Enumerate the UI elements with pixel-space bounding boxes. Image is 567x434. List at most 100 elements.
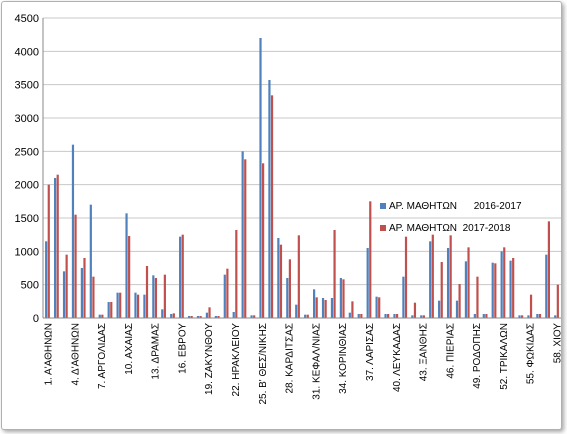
bar-series1-cat45: [438, 300, 441, 318]
bar-series1-cat28: [286, 278, 289, 318]
bar-series2-cat22: [235, 230, 238, 318]
bar-series2-cat42: [413, 302, 417, 318]
bar-series1-cat3: [62, 271, 66, 318]
x-tick-label: 22. ΗΡΑΚΛΕΙΟΥ: [231, 323, 242, 397]
bar-series1-cat30: [304, 314, 307, 318]
bar-series1-cat37: [366, 248, 369, 318]
bar-series2-cat20: [217, 316, 220, 318]
bar-series2-cat21: [226, 268, 229, 318]
bar-series1-cat46: [446, 248, 450, 318]
bar-series2-cat15: [172, 313, 175, 318]
legend-swatch-2017-2018: [380, 225, 386, 231]
x-tick-label: 4. Δ'ΑΘΗΝΩΝ: [70, 323, 81, 386]
legend-label-2016-2017: ΑΡ. ΜΑΘΗΤΩΝ 2016-2017: [389, 201, 522, 212]
bar-series2-cat26: [270, 95, 274, 318]
bar-series1-cat32: [321, 298, 325, 318]
bar-series2-cat45: [440, 262, 443, 318]
bars: [45, 38, 559, 318]
bar-series2-cat10: [128, 236, 131, 318]
bar-series1-cat29: [295, 304, 298, 318]
bar-series2-cat41: [404, 236, 408, 318]
y-axis: 0 500 1000 1500 2000 2500 3000 3500 4000 4500: [15, 13, 44, 325]
bar-series2-cat9: [119, 292, 122, 318]
x-tick-label: 46. ΠΙΕΡΙΑΣ: [445, 323, 456, 379]
bar-series1-cat41: [402, 276, 405, 318]
bar-series2-cat39: [387, 314, 390, 318]
bar-series2-cat2: [56, 174, 59, 318]
y-tick-label: 3000: [15, 113, 39, 125]
bar-series1-cat39: [384, 314, 387, 318]
bar-series1-cat21: [223, 274, 226, 318]
y-tick-label: 1500: [15, 213, 39, 225]
x-tick-label: 13. ΔΡΑΜΑΣ: [151, 323, 162, 380]
bar-series1-cat51: [491, 262, 494, 318]
bar-series2-cat24: [253, 315, 256, 318]
bar-series1-cat55: [527, 315, 530, 318]
bar-series2-cat31: [315, 297, 318, 318]
bar-series2-cat32: [324, 300, 327, 318]
y-tick-label: 4000: [15, 46, 39, 58]
bar-series2-cat19: [208, 307, 211, 318]
bar-series2-cat27: [279, 244, 283, 318]
bar-series1-cat58: [554, 315, 557, 318]
x-tick-label: 10. ΑΧΑΙΑΣ: [124, 323, 135, 375]
bar-series2-cat50: [485, 314, 488, 318]
bar-series1-cat17: [187, 316, 191, 318]
bar-series2-cat35: [351, 301, 354, 318]
bar-series1-cat34: [339, 278, 342, 318]
bar-series1-cat2: [54, 178, 57, 318]
bar-series1-cat56: [536, 314, 539, 318]
bar-series1-cat10: [125, 213, 128, 318]
bar-series2-cat18: [199, 316, 202, 318]
bar-series1-cat24: [250, 315, 253, 318]
y-tick-label: 1000: [15, 246, 39, 258]
bar-series2-cat57: [547, 221, 550, 318]
legend-swatch-2016-2017: [380, 203, 386, 209]
bar-series2-cat13: [154, 278, 158, 318]
bar-series1-cat53: [509, 260, 512, 318]
bar-series1-cat19: [205, 312, 209, 318]
bar-series2-cat33: [333, 230, 336, 318]
bar-series1-cat52: [500, 251, 503, 318]
bar-series2-cat53: [512, 258, 515, 318]
bar-series1-cat27: [277, 238, 280, 318]
y-tick-label: 2500: [15, 146, 39, 158]
bar-series2-cat52: [503, 247, 506, 318]
bar-series1-cat7: [98, 314, 101, 318]
bar-series1-cat9: [116, 292, 119, 318]
bar-series1-cat44: [429, 241, 432, 318]
bar-series2-cat25: [262, 163, 265, 318]
bar-series2-cat14: [163, 274, 166, 318]
bar-series1-cat42: [411, 315, 414, 318]
bar-series1-cat50: [482, 314, 485, 318]
bar-series1-cat31: [313, 289, 316, 318]
bar-series2-cat28: [288, 259, 291, 318]
bar-series1-cat54: [518, 315, 521, 318]
legend-label-2017-2018: ΑΡ. ΜΑΘΗΤΩΝ 2017-2018: [389, 223, 511, 234]
bar-series1-cat1: [45, 241, 48, 318]
bar-series1-cat15: [170, 314, 173, 318]
bar-series2-cat3: [65, 254, 68, 318]
bar-series2-cat1: [47, 184, 50, 318]
bar-series1-cat14: [161, 309, 164, 318]
y-tick-label: 2000: [15, 180, 39, 192]
bar-series1-cat20: [214, 316, 217, 318]
bar-series2-cat36: [360, 314, 363, 318]
bar-series2-cat46: [449, 235, 452, 318]
bar-series1-cat48: [464, 261, 468, 318]
bar-series2-cat37: [369, 201, 372, 318]
bar-series1-cat23: [241, 151, 244, 318]
bar-series2-cat17: [190, 316, 193, 318]
bar-series2-cat55: [529, 294, 533, 318]
bar-series1-cat12: [143, 294, 146, 318]
bar-series1-cat6: [89, 204, 92, 318]
bar-series1-cat25: [259, 38, 262, 318]
bar-series2-cat49: [476, 276, 479, 318]
x-tick-label: 7. ΑΡΓΟΛΙΔΑΣ: [97, 323, 108, 389]
bar-series1-cat13: [152, 275, 155, 318]
x-tick-label: 52. ΤΡΙΚΑΛΩΝ: [499, 323, 510, 390]
x-tick-label: 16. ΕΒΡΟΥ: [177, 323, 188, 374]
bar-series1-cat49: [473, 314, 476, 318]
x-tick-label: 19. ΖΑΚΥΝΘΟΥ: [204, 323, 215, 395]
